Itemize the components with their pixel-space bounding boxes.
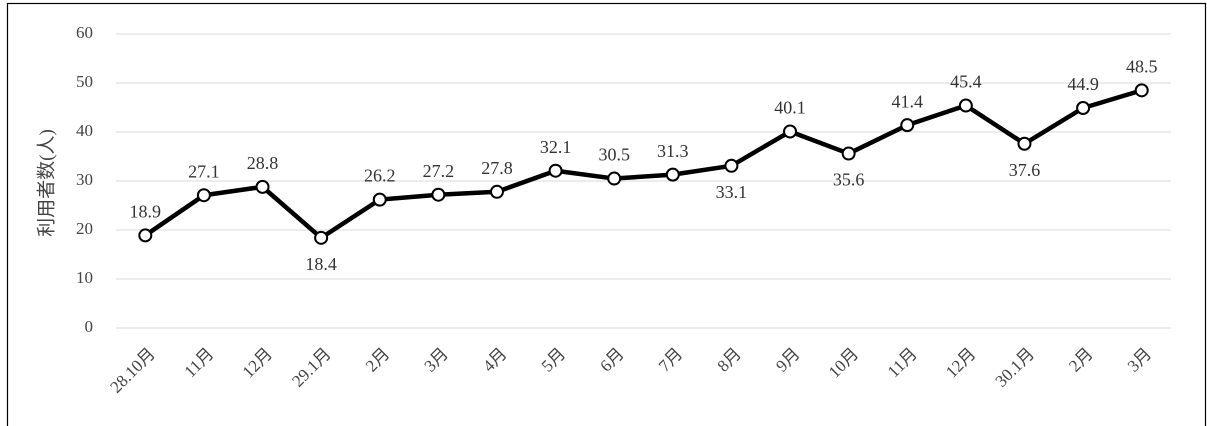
value-label: 18.4: [305, 254, 337, 274]
value-label: 35.6: [833, 170, 865, 190]
y-tick-label: 10: [76, 268, 93, 287]
value-label: 32.1: [540, 137, 572, 157]
point: [1076, 100, 1091, 115]
point: [314, 230, 329, 245]
point: [196, 188, 211, 203]
y-tick-label: 0: [85, 317, 94, 336]
point: [783, 124, 798, 139]
chart-frame: [6, 2, 1207, 426]
point: [665, 167, 680, 182]
point: [431, 187, 446, 202]
value-label: 28.8: [247, 153, 279, 173]
point: [372, 192, 387, 207]
point: [607, 171, 622, 186]
value-label: 45.4: [950, 72, 982, 92]
value-label: 26.2: [364, 166, 396, 186]
y-tick-label: 20: [76, 219, 93, 238]
value-label: 30.5: [598, 145, 630, 165]
line: [144, 88, 1143, 241]
value-label: 37.6: [1009, 160, 1041, 180]
value-label: 18.9: [130, 202, 162, 222]
value-label: 27.2: [423, 161, 455, 181]
point: [489, 184, 504, 199]
point: [724, 158, 739, 173]
value-label: 31.3: [657, 141, 689, 161]
value-label: 44.9: [1067, 74, 1099, 94]
point: [841, 146, 856, 161]
value-label: 48.5: [1126, 56, 1158, 76]
value-label: 27.8: [481, 158, 513, 178]
y-tick-label: 30: [76, 170, 93, 189]
point: [548, 163, 563, 178]
y-tick-label: 50: [76, 72, 93, 91]
y-tick-label: 40: [76, 121, 93, 140]
y-axis-title: 利用者数(人): [35, 129, 57, 237]
point: [900, 118, 915, 133]
y-tick-label: 60: [76, 23, 93, 42]
point: [255, 179, 270, 194]
value-label: 41.4: [892, 91, 924, 111]
point: [1134, 83, 1149, 98]
value-label: 27.1: [188, 161, 220, 181]
point: [1017, 136, 1032, 151]
point: [138, 228, 153, 243]
value-label: 33.1: [716, 182, 748, 202]
point: [958, 98, 973, 113]
value-label: 40.1: [774, 98, 806, 118]
